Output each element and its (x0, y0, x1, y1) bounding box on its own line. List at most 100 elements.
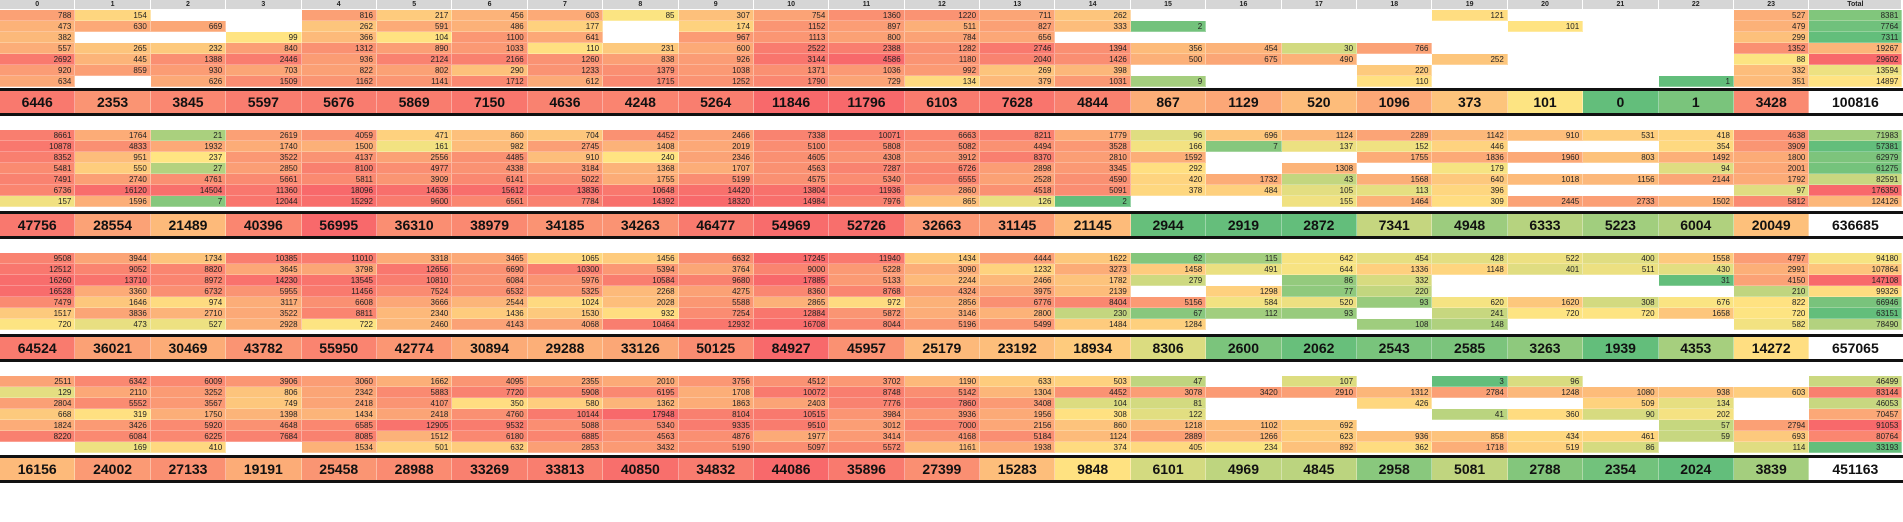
table-cell[interactable]: 9508 (0, 253, 76, 264)
table-cell[interactable]: 104 (376, 32, 453, 43)
subtotal-cell[interactable]: 42774 (376, 337, 453, 359)
table-cell[interactable] (1583, 21, 1659, 32)
table-cell[interactable]: 5100 (753, 141, 830, 152)
table-cell[interactable]: 1734 (150, 253, 227, 264)
table-cell[interactable] (150, 10, 227, 21)
table-cell[interactable]: 382 (0, 32, 76, 43)
table-cell[interactable]: 11936 (829, 185, 905, 196)
table-cell[interactable]: 47 (1130, 376, 1207, 387)
table-cell[interactable]: 445 (75, 54, 151, 65)
table-cell[interactable]: 59 (1658, 431, 1734, 442)
grand-total-cell[interactable]: 100816 (1809, 91, 1903, 113)
row-total-cell[interactable]: 94180 (1809, 253, 1903, 264)
table-cell[interactable]: 2860 (904, 185, 981, 196)
table-cell[interactable]: 2001 (1733, 163, 1810, 174)
table-cell[interactable]: 4452 (603, 130, 679, 141)
table-cell[interactable]: 591 (376, 21, 453, 32)
subtotal-cell[interactable]: 7628 (980, 91, 1056, 113)
table-cell[interactable]: 1568 (1357, 174, 1433, 185)
table-cell[interactable]: 332 (1733, 65, 1810, 76)
table-cell[interactable]: 692 (1281, 420, 1358, 431)
table-cell[interactable]: 137 (1281, 141, 1358, 152)
table-cell[interactable]: 1142 (1432, 130, 1508, 141)
subtotal-cell[interactable]: 5081 (1432, 458, 1508, 480)
table-cell[interactable]: 237 (150, 152, 227, 163)
table-cell[interactable] (1583, 185, 1659, 196)
table-cell[interactable]: 5552 (75, 398, 151, 409)
table-cell[interactable] (1658, 286, 1734, 297)
subtotal-cell[interactable]: 867 (1130, 91, 1207, 113)
column-header[interactable]: 15 (1130, 0, 1207, 9)
table-cell[interactable]: 865 (904, 196, 981, 207)
table-cell[interactable]: 2010 (603, 376, 679, 387)
table-cell[interactable]: 4308 (829, 152, 905, 163)
subtotal-cell[interactable]: 35896 (829, 458, 905, 480)
table-cell[interactable]: 634 (0, 76, 76, 87)
table-cell[interactable]: 612 (527, 76, 604, 87)
table-cell[interactable]: 174 (678, 21, 754, 32)
table-cell[interactable]: 115 (1206, 253, 1282, 264)
table-cell[interactable]: 4095 (452, 376, 528, 387)
table-cell[interactable]: 1426 (1055, 54, 1131, 65)
table-cell[interactable]: 500 (1130, 54, 1207, 65)
column-header[interactable]: 10 (753, 0, 830, 9)
table-cell[interactable] (1130, 286, 1207, 297)
table-cell[interactable]: 5199 (678, 174, 754, 185)
table-cell[interactable]: 1800 (1733, 152, 1810, 163)
table-cell[interactable]: 94 (1658, 163, 1734, 174)
table-cell[interactable] (1281, 319, 1358, 330)
subtotal-cell[interactable]: 520 (1281, 91, 1358, 113)
table-cell[interactable]: 5022 (527, 174, 604, 185)
table-cell[interactable]: 522 (1507, 253, 1584, 264)
subtotal-cell[interactable]: 54969 (753, 214, 830, 236)
table-cell[interactable]: 473 (75, 319, 151, 330)
table-cell[interactable]: 2556 (376, 152, 453, 163)
table-cell[interactable]: 169 (75, 442, 151, 453)
table-cell[interactable]: 1141 (376, 76, 453, 87)
table-cell[interactable]: 3060 (301, 376, 377, 387)
table-cell[interactable] (1281, 21, 1358, 32)
subtotal-cell[interactable]: 4969 (1206, 458, 1282, 480)
table-cell[interactable]: 656 (980, 32, 1056, 43)
table-cell[interactable]: 161 (376, 141, 453, 152)
table-cell[interactable]: 13710 (75, 275, 151, 286)
table-cell[interactable]: 6084 (75, 431, 151, 442)
table-cell[interactable]: 1304 (980, 387, 1056, 398)
table-cell[interactable]: 456 (452, 10, 528, 21)
table-cell[interactable]: 3984 (829, 409, 905, 420)
table-cell[interactable]: 18096 (301, 185, 377, 196)
table-cell[interactable]: 1360 (829, 10, 905, 21)
table-cell[interactable]: 1464 (1357, 196, 1433, 207)
table-cell[interactable]: 3912 (904, 152, 981, 163)
table-cell[interactable]: 5920 (150, 420, 227, 431)
table-cell[interactable]: 3117 (226, 297, 302, 308)
table-cell[interactable]: 1100 (452, 32, 528, 43)
table-cell[interactable]: 2511 (0, 376, 76, 387)
table-cell[interactable]: 1252 (678, 76, 754, 87)
table-cell[interactable]: 2746 (980, 43, 1056, 54)
table-cell[interactable]: 4068 (527, 319, 604, 330)
table-cell[interactable]: 90 (1583, 409, 1659, 420)
table-cell[interactable]: 454 (1206, 43, 1282, 54)
table-cell[interactable]: 351 (1733, 76, 1810, 87)
table-cell[interactable]: 290 (452, 65, 528, 76)
subtotal-cell[interactable]: 38979 (452, 214, 528, 236)
subtotal-cell[interactable]: 33269 (452, 458, 528, 480)
subtotal-cell[interactable]: 16156 (0, 458, 76, 480)
table-cell[interactable]: 299 (1733, 32, 1810, 43)
table-cell[interactable]: 2692 (0, 54, 76, 65)
table-cell[interactable]: 2810 (1055, 152, 1131, 163)
table-cell[interactable]: 154 (75, 10, 151, 21)
table-cell[interactable]: 428 (1432, 253, 1508, 264)
subtotal-cell[interactable]: 2872 (1281, 214, 1358, 236)
table-cell[interactable]: 396 (1432, 185, 1508, 196)
column-header[interactable]: 5 (376, 0, 453, 9)
table-cell[interactable]: 1715 (603, 76, 679, 87)
row-total-cell[interactable]: 8381 (1809, 10, 1903, 21)
table-cell[interactable]: 6885 (527, 431, 604, 442)
subtotal-cell[interactable]: 56995 (301, 214, 377, 236)
table-cell[interactable]: 379 (980, 76, 1056, 87)
table-cell[interactable]: 5955 (226, 286, 302, 297)
table-cell[interactable]: 12512 (0, 264, 76, 275)
table-cell[interactable]: 6342 (75, 376, 151, 387)
